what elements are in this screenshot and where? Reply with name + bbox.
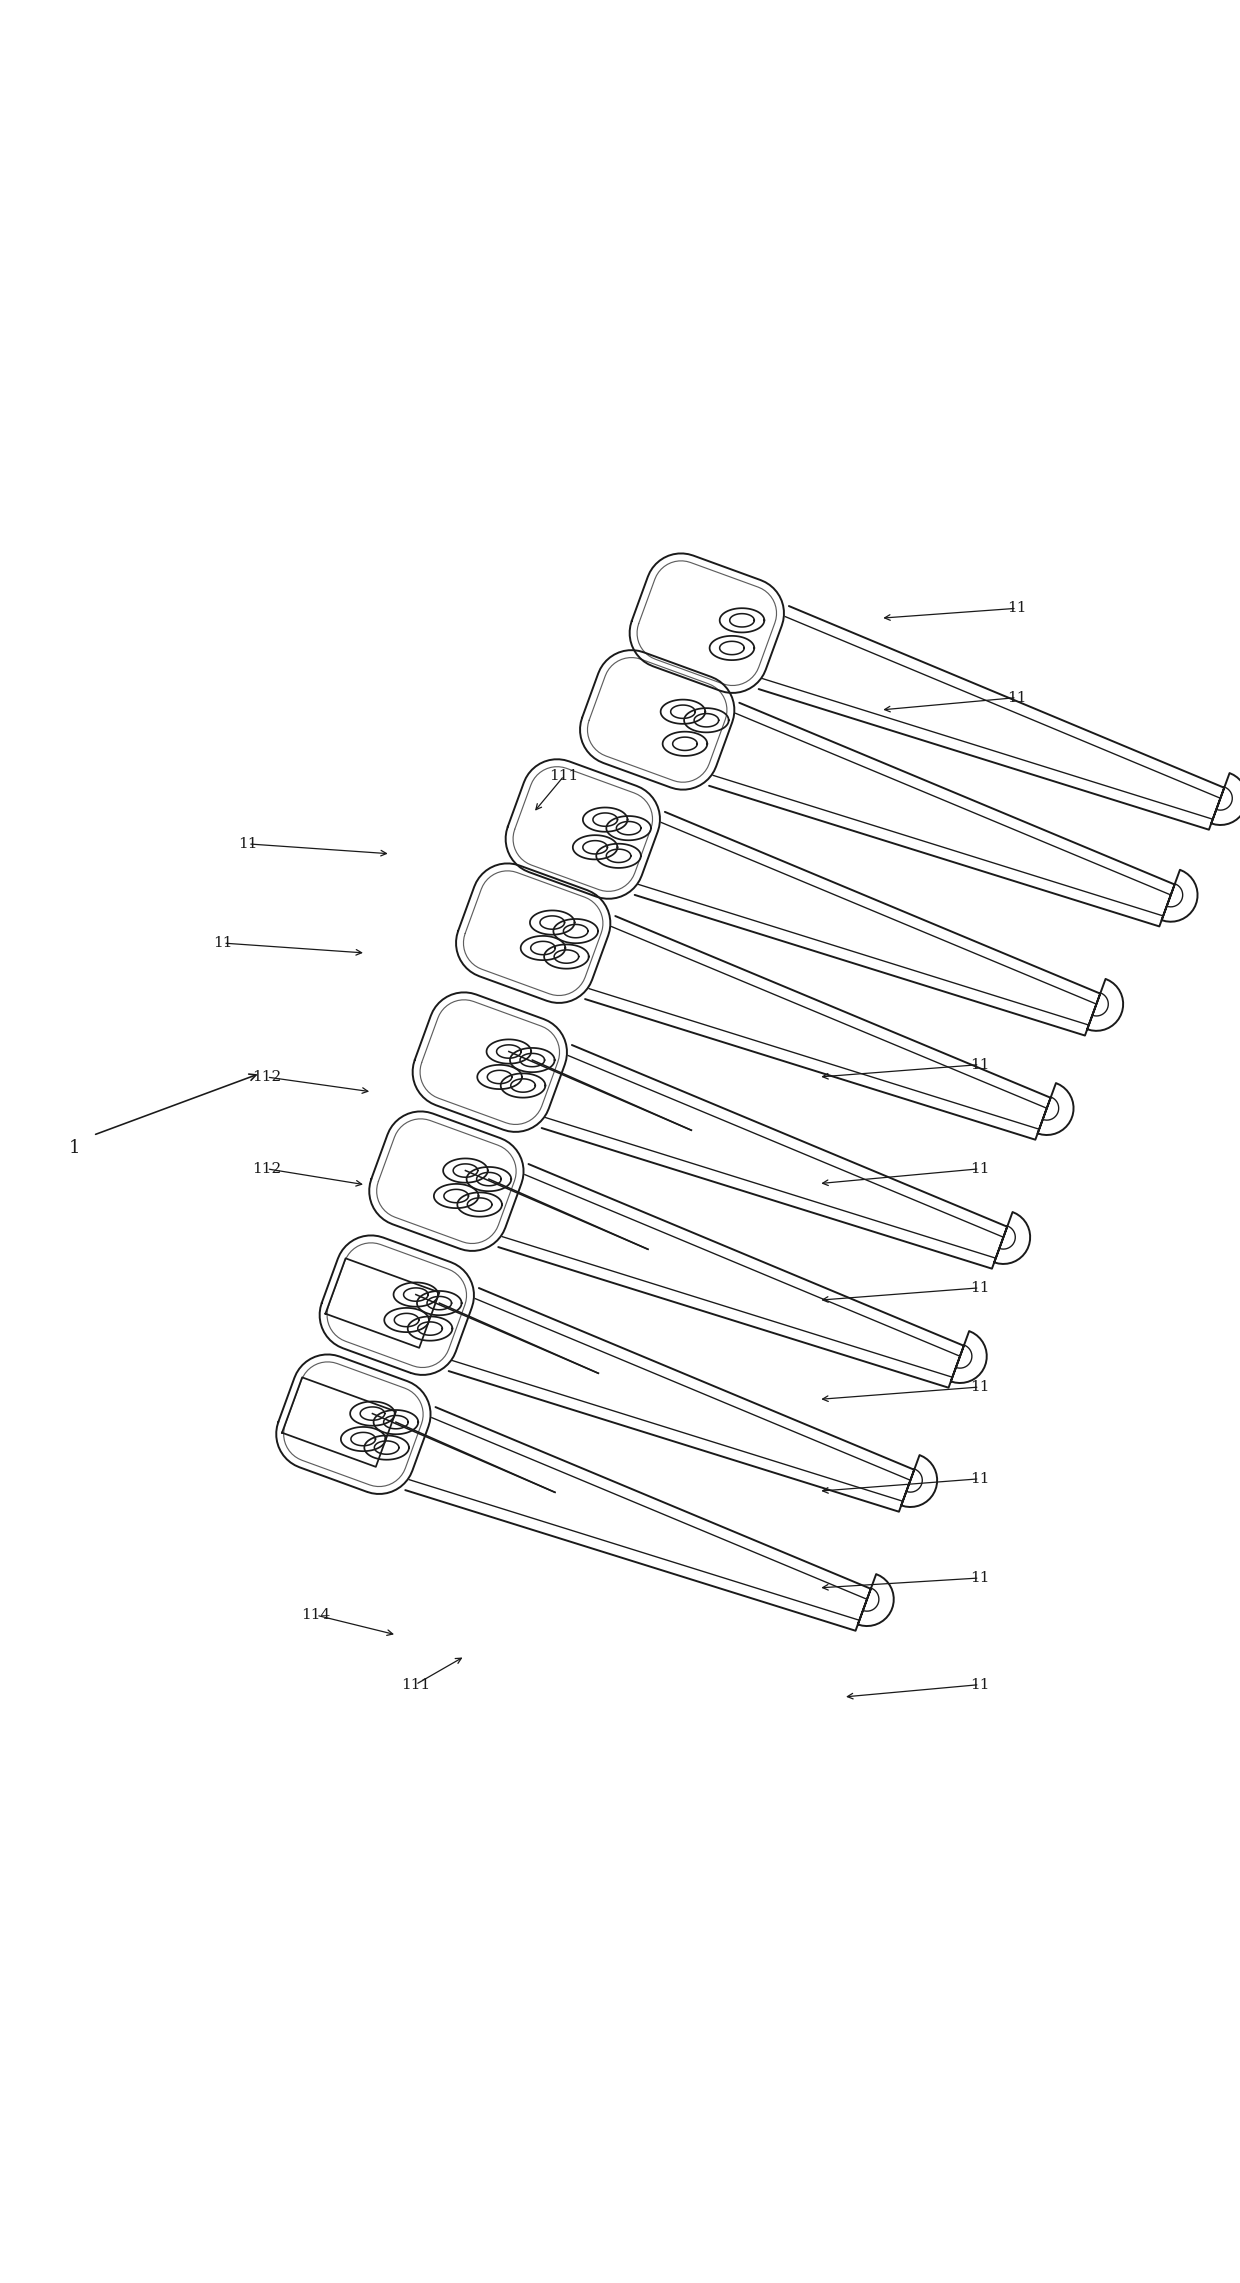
Text: 11: 11 <box>970 1162 990 1176</box>
Text: 11: 11 <box>970 1473 990 1486</box>
Text: 11: 11 <box>213 936 233 950</box>
Text: 112: 112 <box>252 1162 281 1176</box>
Text: 11: 11 <box>970 1379 990 1395</box>
Text: 114: 114 <box>301 1607 331 1623</box>
Text: 11: 11 <box>1007 600 1027 616</box>
Text: 11: 11 <box>1007 689 1027 705</box>
Text: 111: 111 <box>401 1678 430 1692</box>
Text: 111: 111 <box>549 769 579 783</box>
Text: 112: 112 <box>252 1071 281 1084</box>
Text: 11: 11 <box>970 1281 990 1294</box>
Text: 11: 11 <box>970 1571 990 1584</box>
Text: 11: 11 <box>238 838 258 852</box>
Text: 11: 11 <box>970 1057 990 1071</box>
Text: 1: 1 <box>68 1139 81 1157</box>
Text: 11: 11 <box>970 1678 990 1692</box>
